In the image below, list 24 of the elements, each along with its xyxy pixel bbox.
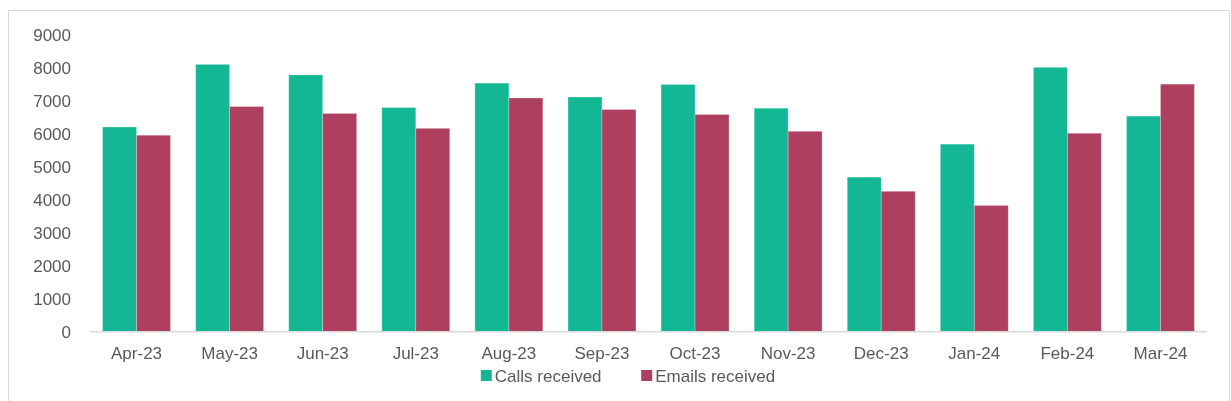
y-tick-label: 7000 (33, 91, 71, 111)
x-tick-label: Jan-24 (948, 343, 1001, 363)
x-tick-label: Jun-23 (296, 343, 349, 363)
x-tick-label: Apr-23 (111, 343, 163, 363)
y-tick-label: 3000 (33, 223, 71, 243)
legend-label: Emails received (655, 366, 776, 386)
y-tick-label: 9000 (33, 25, 71, 45)
x-tick-label: Feb-24 (1040, 343, 1095, 363)
x-tick-label: Dec-23 (853, 343, 909, 363)
y-tick-label: 0 (61, 322, 71, 342)
y-tick-label: 6000 (33, 124, 71, 144)
y-tick-label: 2000 (33, 256, 71, 276)
y-tick-label: 8000 (33, 58, 71, 78)
x-tick-label: Sep-23 (574, 343, 630, 363)
x-tick-label: May-23 (201, 343, 258, 363)
y-tick-label: 5000 (33, 157, 71, 177)
x-tick-label: Jul-23 (392, 343, 439, 363)
x-tick-label: Oct-23 (669, 343, 721, 363)
y-tick-label: 1000 (33, 289, 71, 309)
y-tick-label: 4000 (33, 190, 71, 210)
x-tick-label: Nov-23 (760, 343, 816, 363)
legend-label: Calls received (494, 366, 602, 386)
x-tick-label: Aug-23 (481, 343, 537, 363)
x-tick-label: Mar-24 (1133, 343, 1188, 363)
